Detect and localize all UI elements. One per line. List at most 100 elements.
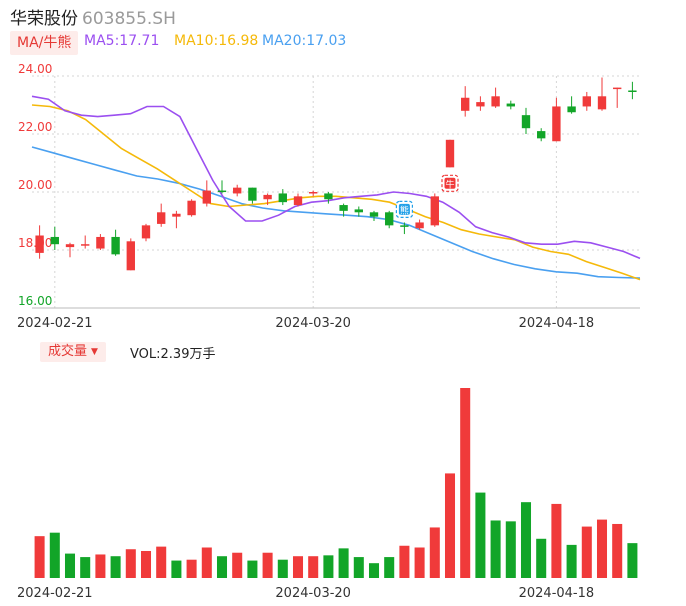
candle <box>309 190 318 197</box>
candle <box>339 203 348 217</box>
candle-body <box>50 236 59 245</box>
candle <box>537 128 546 142</box>
candle-body <box>248 187 257 201</box>
volume-readout: VOL:2.39万手 <box>130 347 216 362</box>
y-tick-label: 24.00 <box>18 62 52 76</box>
candle-body <box>157 212 166 224</box>
volume-bar <box>475 492 486 578</box>
candle <box>552 97 561 142</box>
volume-bar <box>520 502 532 578</box>
x-tick-label: 2024-04-18 <box>519 316 595 331</box>
volume-bar <box>399 545 410 578</box>
candle-body <box>613 87 622 90</box>
candle-body <box>400 225 409 227</box>
candle-body <box>628 90 637 92</box>
ma5-line <box>31 95 641 260</box>
candle-body <box>521 115 531 129</box>
ma20-line <box>31 146 641 279</box>
candle-body <box>217 190 227 193</box>
volume-bar <box>414 547 425 578</box>
volume-bar <box>627 543 638 578</box>
candle <box>81 235 90 249</box>
candle <box>613 87 622 108</box>
candle <box>202 180 211 207</box>
volume-bar <box>536 538 547 578</box>
candle <box>96 234 105 250</box>
candle <box>430 193 439 227</box>
candle <box>217 180 227 194</box>
bull-signal-icon: 牛 <box>441 174 459 192</box>
candle-body <box>324 193 333 200</box>
candle <box>65 242 75 258</box>
candle-body <box>187 200 196 216</box>
candle <box>248 187 257 204</box>
volume-bar <box>368 563 380 578</box>
candle-body <box>96 236 105 249</box>
bear-signal-icon-glyph: 熊 <box>400 204 409 216</box>
candle-body <box>35 235 44 253</box>
candle-body <box>445 139 455 168</box>
volume-bar <box>596 519 608 578</box>
volume-bar <box>323 555 334 578</box>
candle <box>172 210 181 229</box>
volume-bar <box>140 550 152 578</box>
volume-bar <box>232 552 243 578</box>
y-tick-label: 22.00 <box>18 120 52 134</box>
candle-body <box>202 190 211 204</box>
stock-name: 华荣股份 <box>10 9 78 29</box>
ma-indicator-selector[interactable]: MA/牛熊 <box>10 31 79 55</box>
candle <box>415 219 424 230</box>
volume-bar <box>247 560 258 578</box>
volume-bar <box>201 547 212 578</box>
candle-body <box>141 225 151 239</box>
volume-bar <box>34 536 45 578</box>
candle-body <box>461 97 470 111</box>
ma10-line <box>31 104 641 281</box>
volume-bar <box>581 526 592 578</box>
volume-tag-label: 成交量 <box>48 344 88 359</box>
volume-bar <box>612 523 623 578</box>
candle <box>233 184 242 197</box>
ma5-legend: MA5:17.71 <box>84 33 160 49</box>
volume-bar <box>125 549 136 578</box>
candle <box>354 206 363 217</box>
volume-bar <box>384 557 395 578</box>
volume-bar <box>80 557 91 578</box>
volume-bar <box>49 532 60 578</box>
candle <box>141 223 151 242</box>
candle-body <box>552 106 561 142</box>
volume-bar <box>444 473 456 578</box>
volume-bar <box>460 388 471 578</box>
volume-indicator-selector[interactable]: 成交量 ▼ <box>40 342 106 362</box>
candle <box>445 139 455 168</box>
candle-body <box>126 241 135 271</box>
candle <box>400 222 409 235</box>
volume-bar <box>171 560 182 578</box>
y-tick-label: 18.00 <box>18 236 52 250</box>
stock-code: 603855.SH <box>82 9 176 29</box>
y-tick-label: 16.00 <box>18 294 52 308</box>
candle <box>369 210 379 221</box>
candle-body <box>111 236 120 255</box>
candle <box>521 107 531 134</box>
candle-body <box>597 96 607 110</box>
candle <box>35 225 44 259</box>
candle <box>324 192 333 204</box>
candle-body <box>582 96 591 107</box>
x-tick-label: 2024-02-21 <box>17 316 93 331</box>
volume-bar <box>95 554 106 578</box>
ma20-legend: MA20:17.03 <box>262 33 347 49</box>
candle-body <box>537 131 546 139</box>
candle <box>187 199 196 217</box>
volume-x-tick-label: 2024-02-21 <box>17 586 93 601</box>
candle-body <box>430 196 439 226</box>
candle <box>582 91 591 111</box>
bear-signal-icon: 熊 <box>395 200 413 218</box>
volume-bar <box>64 553 76 578</box>
y-tick-label: 20.00 <box>18 178 52 192</box>
volume-bar <box>262 552 273 578</box>
volume-bar <box>216 556 228 578</box>
volume-bar <box>156 546 167 578</box>
candle-body <box>81 244 90 246</box>
